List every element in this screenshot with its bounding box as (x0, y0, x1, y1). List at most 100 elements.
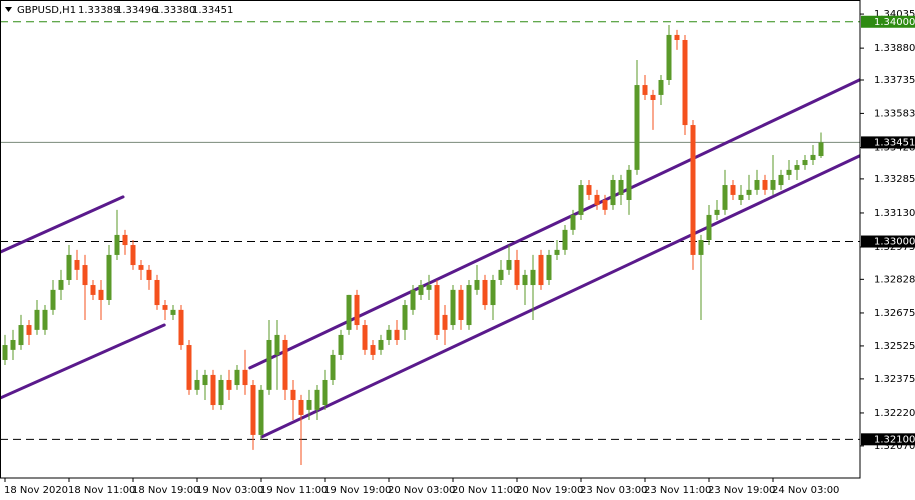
x-tick-label: 23 Nov 03:00 (580, 485, 647, 496)
x-tick-label: 20 Nov 03:00 (388, 485, 455, 496)
candle-body (194, 379, 200, 390)
candle-body (762, 179, 768, 190)
trendline[interactable] (0, 323, 166, 400)
candle-body (210, 374, 216, 406)
trendline[interactable] (0, 195, 125, 254)
price-level-label: 1.34000 (874, 17, 915, 28)
x-tick-label: 24 Nov 03:00 (772, 485, 839, 496)
candle-body (42, 309, 48, 330)
candle-body (682, 39, 688, 126)
candle-body (10, 339, 16, 350)
trendline-layer (0, 77, 866, 439)
y-tick-label: 1.33735 (874, 75, 915, 86)
candle-body (570, 214, 576, 230)
candle-body (346, 294, 352, 330)
y-tick-label: 1.32070 (874, 441, 915, 452)
plot-frame (0, 0, 861, 479)
candle-body (466, 285, 472, 326)
candle-body (354, 294, 360, 326)
y-tick-label: 1.32220 (874, 408, 915, 419)
candle-body (426, 285, 432, 290)
candle-body (306, 399, 312, 410)
candle-body (186, 345, 192, 390)
candle-body (594, 194, 600, 206)
candle-body (506, 259, 512, 270)
candle-body (202, 374, 208, 386)
x-tick-label: 18 Nov 19:00 (132, 485, 199, 496)
price-level-label: 1.33451 (874, 137, 915, 148)
candle-body (58, 279, 64, 290)
candle-body (82, 265, 88, 286)
y-tick-label: 1.33130 (874, 208, 915, 219)
candle-body (226, 379, 232, 390)
candle-body (610, 179, 616, 206)
y-tick-label: 1.32525 (874, 341, 915, 352)
x-tick-label: 20 Nov 11:00 (452, 485, 519, 496)
price-level-box (861, 433, 915, 446)
candle-body (122, 234, 128, 246)
header-low: 1.33380 (154, 5, 195, 16)
candle-body (618, 179, 624, 195)
x-tick-label: 18 Nov 11:00 (68, 485, 135, 496)
candle-body (378, 339, 384, 350)
candle-body (26, 325, 32, 335)
y-tick-label: 1.34035 (874, 9, 915, 20)
candle-body (666, 34, 672, 80)
candle-body (314, 389, 320, 410)
candle-body (634, 85, 640, 170)
candle-body (810, 154, 816, 160)
y-tick-label: 1.33285 (874, 174, 915, 185)
x-tick-label: 19 Nov 11:00 (260, 485, 327, 496)
candle-body (138, 265, 144, 270)
candle-body (490, 279, 496, 306)
candle-body (754, 179, 760, 190)
candle-body (34, 309, 40, 330)
price-level-label: 1.33000 (874, 237, 915, 248)
trendline[interactable] (260, 153, 866, 439)
header-high: 1.33496 (116, 5, 157, 16)
candle-body (274, 334, 280, 355)
candle-body (458, 289, 464, 320)
candle-body (90, 285, 96, 295)
candle-body (290, 389, 296, 400)
candle-body (250, 385, 256, 435)
candle-body (130, 245, 136, 266)
candle-body (514, 259, 520, 286)
candle-body (338, 334, 344, 355)
candle-body (786, 169, 792, 175)
candle-body (474, 279, 480, 290)
x-tick-label: 20 Nov 19:00 (516, 485, 583, 496)
header-close: 1.33451 (192, 5, 233, 16)
x-tick-label: 19 Nov 03:00 (196, 485, 263, 496)
candle-body (562, 229, 568, 250)
candle-body (698, 239, 704, 255)
candle-body (738, 194, 744, 200)
candle-body (74, 259, 80, 270)
header-open: 1.33389 (78, 5, 119, 16)
candle-body (778, 174, 784, 186)
y-tick-label: 1.32828 (874, 274, 915, 285)
candle-body (538, 254, 544, 286)
candle-body (386, 329, 392, 340)
candle-body (114, 234, 120, 255)
x-tick-label: 23 Nov 11:00 (644, 485, 711, 496)
candle-body (178, 309, 184, 346)
candle-body (770, 179, 776, 190)
candle-body (530, 269, 536, 286)
candle-body (18, 325, 24, 346)
candle-body (66, 254, 72, 280)
candle-body (498, 269, 504, 280)
candle-body (794, 165, 800, 170)
trendline[interactable] (248, 77, 866, 370)
candle-body (146, 269, 152, 280)
candle-body (154, 279, 160, 306)
price-level-box (861, 15, 915, 28)
price-level-box (861, 235, 915, 248)
candle-body (578, 185, 584, 215)
y-tick-label: 1.32675 (874, 308, 915, 319)
symbol: GBPUSD,H1 (17, 5, 76, 16)
axis-layer: 1.340351.338801.337351.335831.334281.332… (4, 9, 915, 496)
menu-triangle[interactable] (5, 7, 12, 12)
candle-body (106, 254, 112, 300)
candle-body (298, 399, 304, 415)
